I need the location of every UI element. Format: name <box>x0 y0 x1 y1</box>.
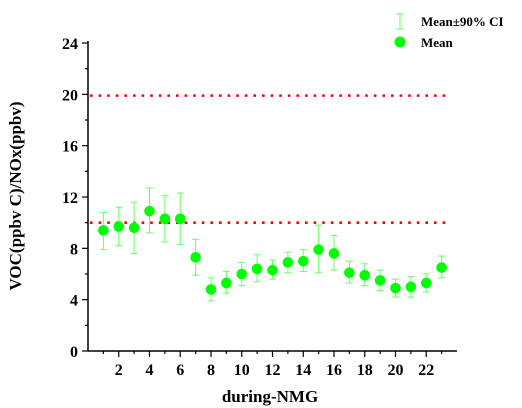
x-tick-label: 12 <box>265 362 281 379</box>
x-tick-label: 6 <box>176 362 184 379</box>
mean-point <box>282 257 294 268</box>
y-tick-label: 12 <box>62 190 78 207</box>
mean-point <box>313 244 324 255</box>
mean-point <box>236 268 248 280</box>
x-axis-title: during-NMG <box>222 387 318 406</box>
mean-point <box>420 277 432 289</box>
mean-point <box>390 282 401 294</box>
mean-point <box>267 264 278 276</box>
x-tick-label: 16 <box>326 362 342 379</box>
y-axis-title: VOC(ppbv C)/NOx(ppbv) <box>6 101 25 290</box>
data-series <box>98 187 447 302</box>
legend: Mean±90% CI Mean <box>394 13 504 50</box>
y-tick-label: 8 <box>70 241 78 258</box>
y-tick-label: 20 <box>62 87 78 104</box>
mean-point <box>113 221 125 232</box>
mean-point <box>359 269 371 281</box>
mean-point <box>251 263 263 275</box>
legend-label-mean: Mean <box>421 35 454 50</box>
x-tick-label: 20 <box>388 362 404 379</box>
mean-point <box>297 255 309 267</box>
mean-point <box>159 213 171 225</box>
mean-point <box>405 281 417 293</box>
y-tick-label: 24 <box>62 36 78 53</box>
mean-point <box>190 252 201 263</box>
mean-point <box>128 222 140 234</box>
mean-point <box>98 225 109 236</box>
x-tick-label: 10 <box>234 362 250 379</box>
y-tick-label: 4 <box>70 293 78 310</box>
x-tick-label: 4 <box>146 362 154 379</box>
x-tick-label: 2 <box>115 362 123 379</box>
x-tick-label: 18 <box>357 362 373 379</box>
y-tick-label: 0 <box>70 344 78 361</box>
mean-point <box>344 267 355 279</box>
mean-point <box>144 205 155 217</box>
mean-point <box>205 284 217 295</box>
x-tick-label: 8 <box>207 362 215 379</box>
x-tick-label: 22 <box>418 362 434 379</box>
x-tick-label: 14 <box>295 362 311 379</box>
mean-point <box>221 277 232 289</box>
legend-label-ci: Mean±90% CI <box>421 14 504 29</box>
legend-mean-marker <box>394 36 406 48</box>
y-tick-label: 16 <box>62 139 78 156</box>
mean-point <box>328 248 340 259</box>
mean-point <box>374 275 386 286</box>
reference-lines <box>90 94 449 224</box>
mean-point <box>436 262 447 273</box>
mean-point <box>174 213 186 225</box>
